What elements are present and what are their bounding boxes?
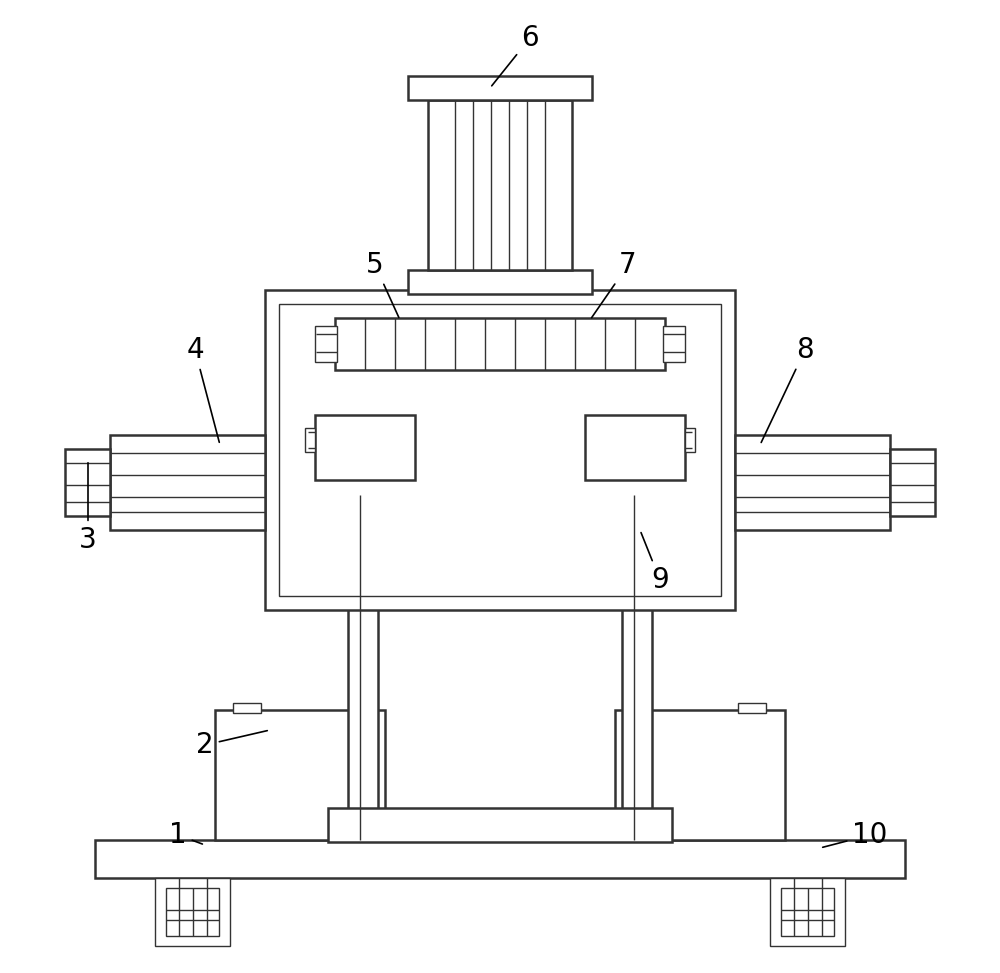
Bar [110, 435, 265, 530]
Bar [315, 415, 415, 480]
Bar [95, 840, 905, 878]
Bar [428, 100, 572, 270]
Bar [685, 428, 695, 452]
Bar [408, 270, 592, 294]
Bar [215, 710, 385, 840]
Bar [622, 495, 652, 840]
Text: 6: 6 [492, 24, 539, 86]
Bar [781, 888, 834, 936]
Text: 3: 3 [79, 463, 97, 554]
Bar [155, 878, 230, 946]
Text: 1: 1 [169, 821, 202, 849]
Bar [233, 703, 261, 713]
Bar [735, 435, 890, 530]
Bar [770, 878, 845, 946]
Bar [585, 415, 685, 480]
Bar [279, 304, 721, 596]
Text: 5: 5 [366, 251, 399, 317]
Bar [315, 326, 337, 362]
Bar [265, 290, 735, 610]
Bar [166, 888, 219, 936]
Bar [65, 449, 110, 516]
Bar [335, 318, 665, 370]
Bar [615, 710, 785, 840]
Bar [890, 449, 935, 516]
Text: 7: 7 [592, 251, 637, 318]
Bar [408, 76, 592, 100]
Text: 10: 10 [823, 821, 888, 849]
Bar [305, 428, 315, 452]
Bar [348, 495, 378, 840]
Bar [328, 808, 672, 842]
Text: 2: 2 [196, 731, 267, 759]
Bar [663, 326, 685, 362]
Bar [738, 703, 766, 713]
Text: 9: 9 [641, 532, 669, 594]
Text: 4: 4 [186, 336, 219, 443]
Text: 8: 8 [761, 336, 814, 443]
